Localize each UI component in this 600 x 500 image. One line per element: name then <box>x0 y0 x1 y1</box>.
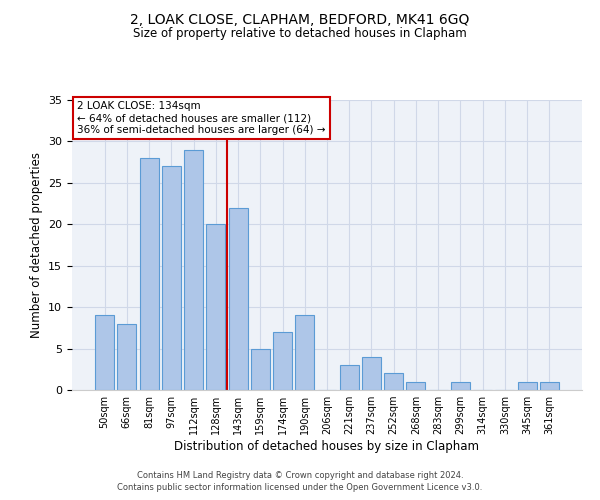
Bar <box>295 316 314 390</box>
Bar <box>540 382 559 390</box>
Text: Contains public sector information licensed under the Open Government Licence v3: Contains public sector information licen… <box>118 484 482 492</box>
Text: 2 LOAK CLOSE: 134sqm
← 64% of detached houses are smaller (112)
36% of semi-deta: 2 LOAK CLOSE: 134sqm ← 64% of detached h… <box>77 102 326 134</box>
Bar <box>273 332 292 390</box>
Bar <box>206 224 225 390</box>
Bar <box>140 158 158 390</box>
Bar <box>95 316 114 390</box>
Bar <box>518 382 536 390</box>
Bar <box>162 166 181 390</box>
Bar <box>251 348 270 390</box>
Text: 2, LOAK CLOSE, CLAPHAM, BEDFORD, MK41 6GQ: 2, LOAK CLOSE, CLAPHAM, BEDFORD, MK41 6G… <box>130 12 470 26</box>
Bar <box>229 208 248 390</box>
Text: Size of property relative to detached houses in Clapham: Size of property relative to detached ho… <box>133 28 467 40</box>
Bar <box>118 324 136 390</box>
Y-axis label: Number of detached properties: Number of detached properties <box>29 152 43 338</box>
Bar <box>184 150 203 390</box>
X-axis label: Distribution of detached houses by size in Clapham: Distribution of detached houses by size … <box>175 440 479 453</box>
Bar <box>384 374 403 390</box>
Bar <box>451 382 470 390</box>
Text: Contains HM Land Registry data © Crown copyright and database right 2024.: Contains HM Land Registry data © Crown c… <box>137 471 463 480</box>
Bar <box>406 382 425 390</box>
Bar <box>362 357 381 390</box>
Bar <box>340 365 359 390</box>
